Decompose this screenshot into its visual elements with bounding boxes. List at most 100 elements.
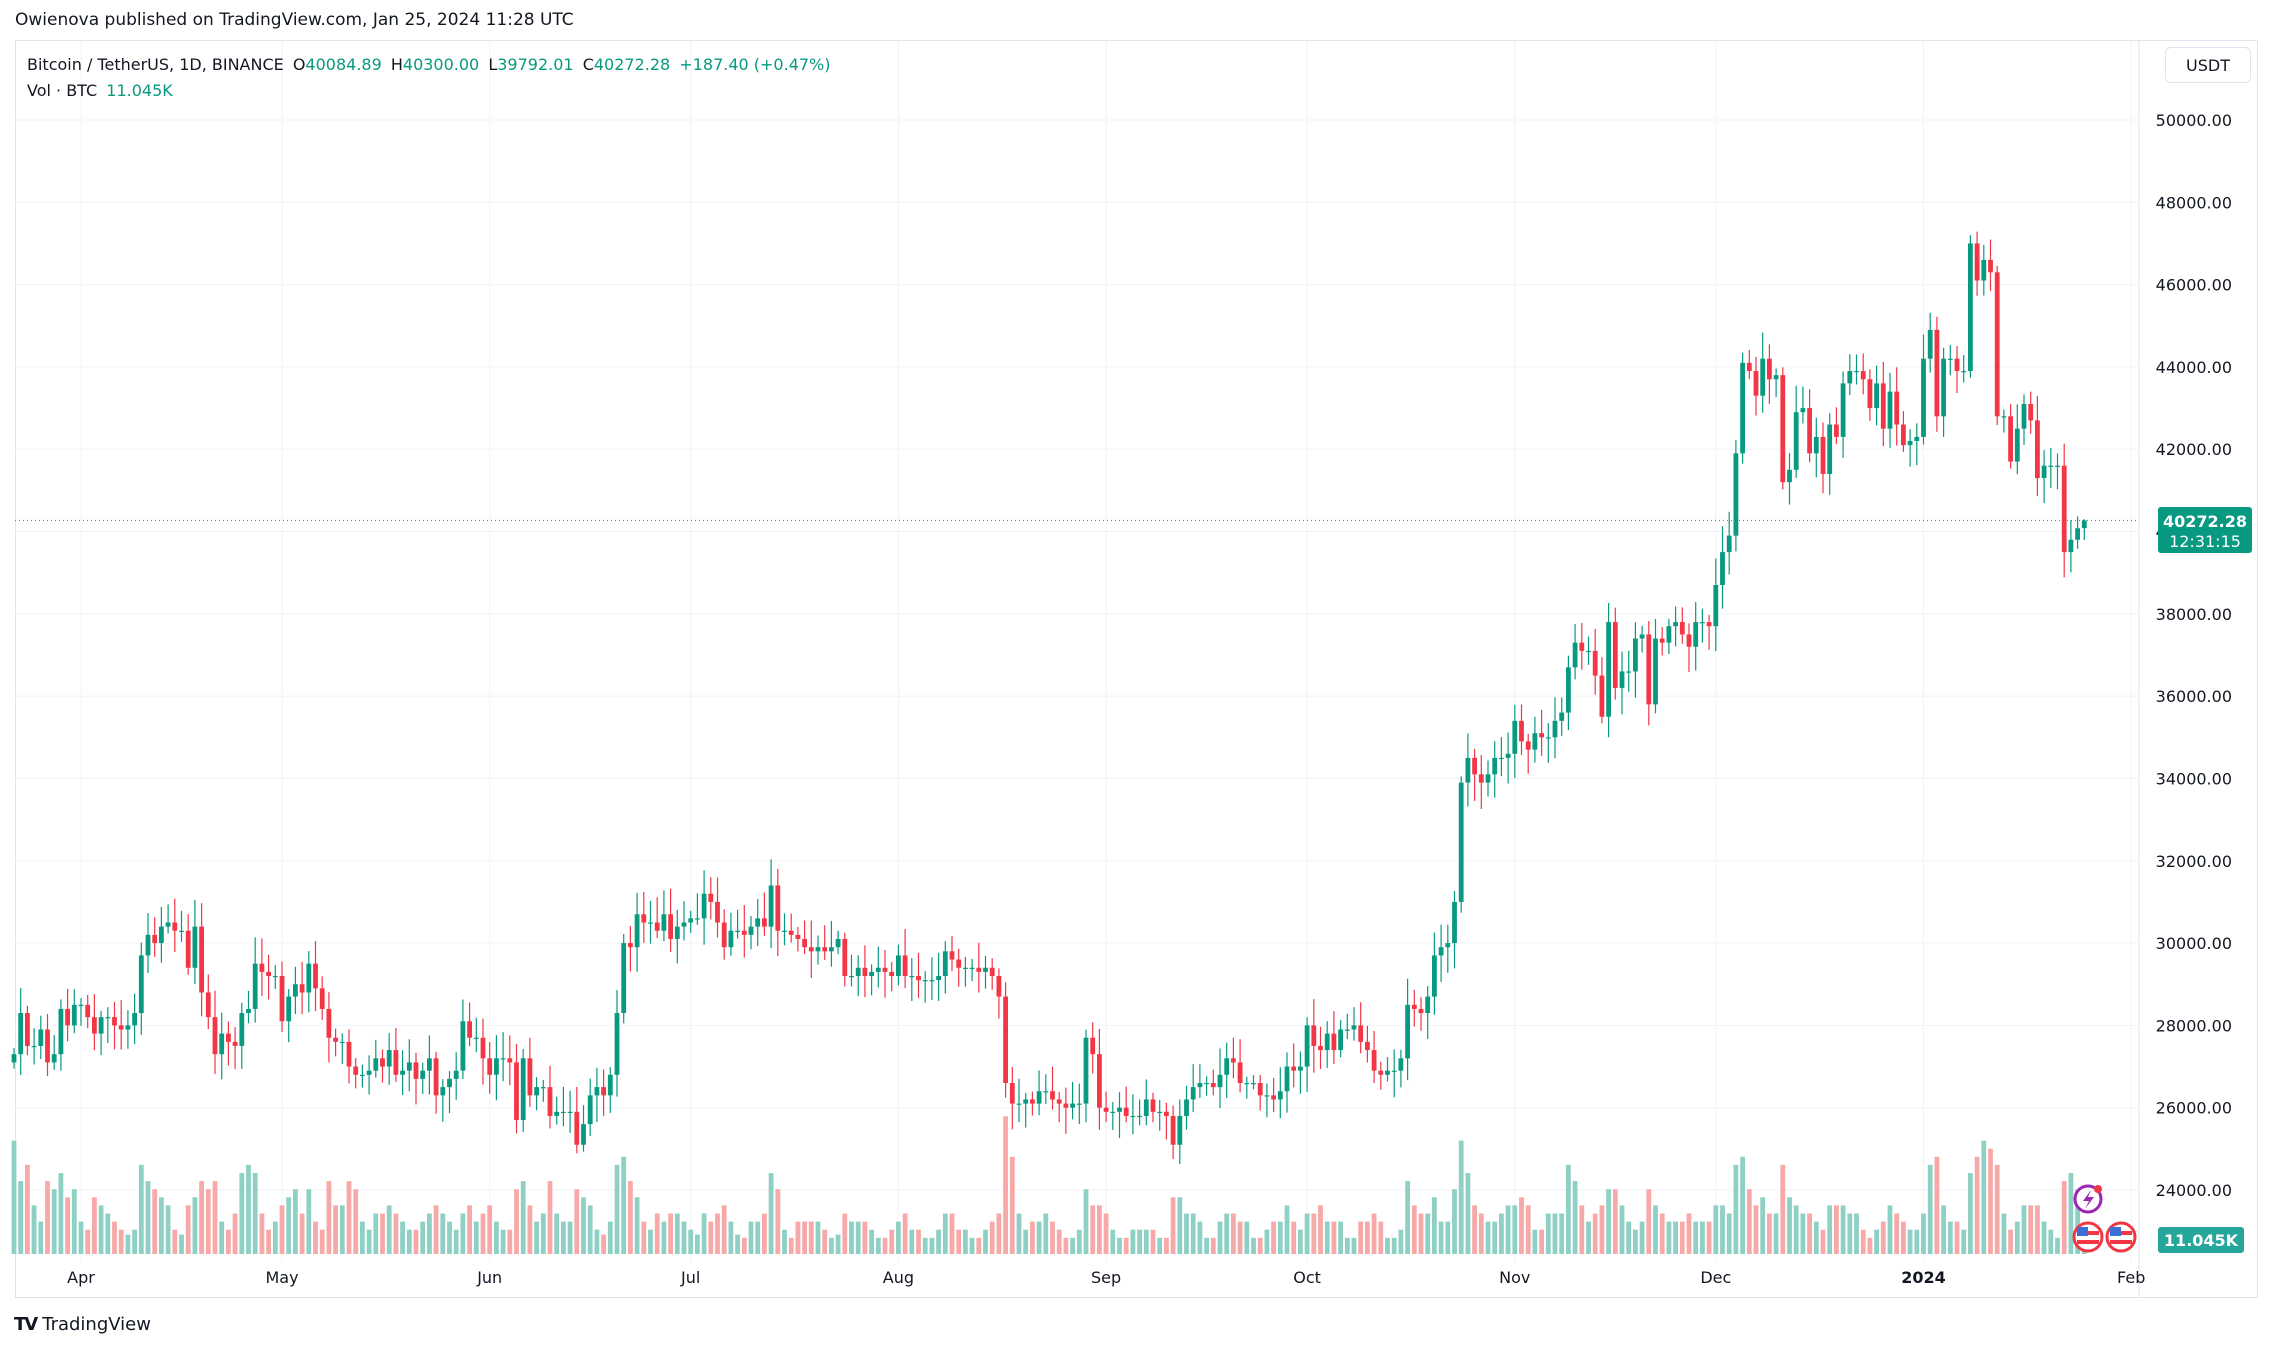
x-tick-label: Jun bbox=[476, 1268, 502, 1287]
candle-body bbox=[246, 1008, 251, 1014]
candle-body bbox=[1599, 675, 1605, 717]
volume-bar bbox=[735, 1234, 740, 1254]
candle-body bbox=[849, 976, 854, 978]
volume-bar bbox=[259, 1213, 265, 1254]
volume-bar bbox=[2055, 1237, 2060, 1254]
candle-body bbox=[1110, 1111, 1116, 1114]
candle-body bbox=[2014, 428, 2020, 462]
candle-body bbox=[1338, 1029, 1343, 1051]
candle-body bbox=[1237, 1062, 1243, 1083]
candle-body bbox=[1653, 638, 1658, 705]
candle-body bbox=[1438, 947, 1444, 956]
candle-body bbox=[393, 1050, 399, 1075]
volume-bar bbox=[98, 1205, 104, 1254]
close-label: C bbox=[582, 55, 594, 74]
candle-body bbox=[869, 971, 874, 976]
us-flag-event-icon[interactable] bbox=[2072, 1221, 2104, 1253]
volume-bar bbox=[65, 1197, 70, 1254]
tradingview-brand[interactable]: TV TradingView bbox=[14, 1314, 151, 1335]
volume-indicator-title[interactable]: Vol · BTC bbox=[27, 81, 98, 100]
currency-button[interactable]: USDT bbox=[2165, 47, 2251, 83]
candle-body bbox=[346, 1041, 352, 1067]
volume-bar bbox=[1445, 1221, 1451, 1254]
volume-bar bbox=[1177, 1197, 1183, 1254]
volume-bar bbox=[1157, 1237, 1163, 1254]
candle-body bbox=[936, 976, 941, 981]
symbol-title[interactable]: Bitcoin / TetherUS, 1D, BINANCE bbox=[27, 55, 284, 74]
candle-body bbox=[51, 1054, 57, 1063]
candle-body bbox=[701, 893, 707, 919]
candle-body bbox=[1123, 1107, 1129, 1116]
candle-body bbox=[2035, 420, 2040, 479]
volume-bar bbox=[1539, 1229, 1544, 1254]
candle-body bbox=[1465, 757, 1471, 783]
candle-body bbox=[942, 951, 948, 976]
y-tick-label: 32000.00 bbox=[2156, 852, 2232, 871]
candle-body bbox=[527, 1058, 533, 1096]
y-tick-label: 50000.00 bbox=[2156, 111, 2232, 130]
us-flag-event-icon[interactable] bbox=[2105, 1221, 2137, 1253]
volume-bar bbox=[85, 1229, 91, 1254]
candle-body bbox=[31, 1045, 37, 1048]
candle-body bbox=[460, 1021, 466, 1071]
volume-bar bbox=[1244, 1221, 1250, 1254]
volume-bar bbox=[1653, 1205, 1658, 1254]
volume-bar bbox=[701, 1213, 707, 1254]
low-value: 39792.01 bbox=[497, 55, 574, 74]
candle-body bbox=[1324, 1033, 1330, 1051]
candle-body bbox=[1076, 1103, 1082, 1105]
volume-bar bbox=[473, 1221, 479, 1254]
volume-bar bbox=[165, 1205, 171, 1254]
candle-body bbox=[1304, 1025, 1310, 1067]
volume-bar bbox=[460, 1213, 466, 1254]
volume-bar bbox=[949, 1213, 955, 1254]
candle-body bbox=[1539, 733, 1544, 738]
candle-body bbox=[406, 1062, 412, 1071]
volume-bar bbox=[708, 1221, 714, 1254]
volume-bar bbox=[909, 1229, 915, 1254]
x-tick-label: Jul bbox=[680, 1268, 700, 1287]
volume-bar bbox=[1385, 1237, 1390, 1254]
candle-body bbox=[594, 1087, 600, 1096]
candle-body bbox=[1016, 1103, 1022, 1105]
volume-bar bbox=[2068, 1173, 2074, 1254]
candle-body bbox=[728, 930, 734, 948]
candle-body bbox=[768, 885, 774, 927]
candle-body bbox=[226, 1033, 231, 1042]
candle-body bbox=[581, 1124, 586, 1145]
candle-body bbox=[25, 1013, 30, 1046]
volume-bar bbox=[554, 1213, 560, 1254]
candle-body bbox=[929, 980, 935, 982]
candle-body bbox=[11, 1054, 17, 1063]
candle-body bbox=[1378, 1070, 1384, 1075]
candle-body bbox=[1344, 1029, 1350, 1031]
volume-bar bbox=[728, 1221, 734, 1254]
volume-bar bbox=[246, 1164, 251, 1254]
volume-bar bbox=[1465, 1173, 1471, 1254]
volume-bar bbox=[266, 1229, 271, 1254]
candle-body bbox=[1485, 774, 1491, 783]
candle-body bbox=[1043, 1091, 1049, 1093]
volume-bar bbox=[1693, 1221, 1699, 1254]
volume-bar bbox=[159, 1197, 164, 1254]
candle-body bbox=[1693, 622, 1699, 647]
candle-body bbox=[601, 1087, 606, 1096]
volume-bar bbox=[1874, 1229, 1879, 1254]
volume-bar bbox=[922, 1237, 928, 1254]
candle-body bbox=[1961, 371, 1967, 373]
y-tick-label: 24000.00 bbox=[2156, 1181, 2232, 1200]
candle-body bbox=[2008, 416, 2013, 462]
candle-body bbox=[1177, 1115, 1183, 1145]
volume-bar bbox=[628, 1181, 633, 1254]
candle-body bbox=[634, 914, 640, 948]
volume-bar bbox=[1043, 1213, 1049, 1254]
candle-body bbox=[1445, 943, 1451, 948]
candle-body bbox=[1030, 1099, 1035, 1104]
candle-body bbox=[708, 893, 714, 902]
x-tick-label: Aug bbox=[883, 1268, 914, 1287]
volume-bar bbox=[420, 1221, 426, 1254]
volume-bar bbox=[1767, 1213, 1772, 1254]
candle-body bbox=[138, 955, 144, 1014]
lightning-event-icon[interactable] bbox=[2073, 1184, 2103, 1214]
